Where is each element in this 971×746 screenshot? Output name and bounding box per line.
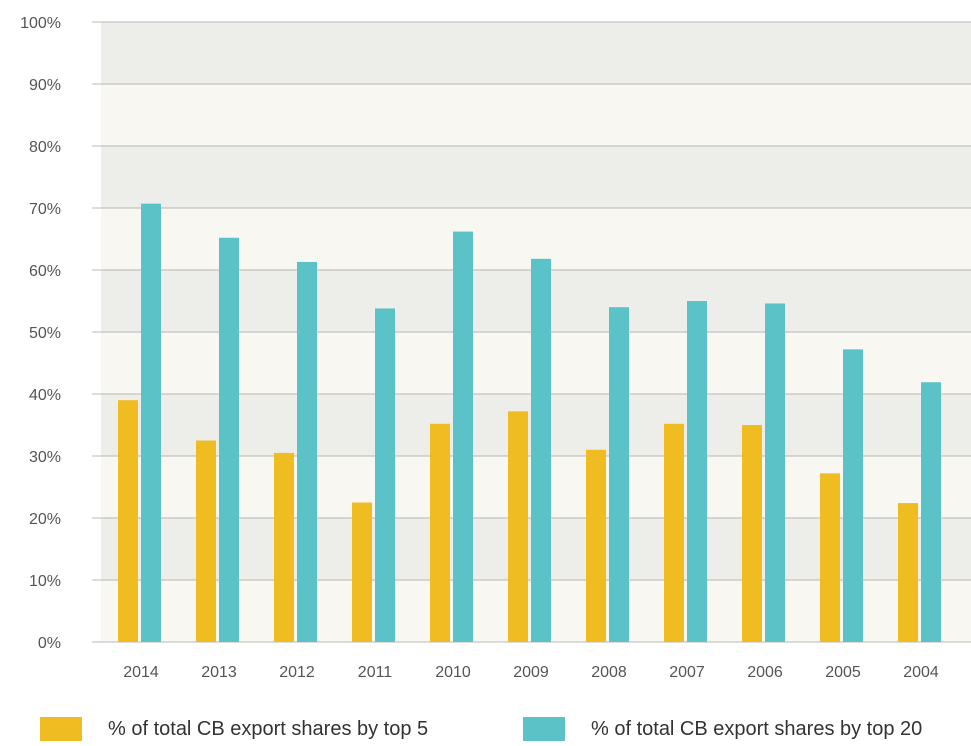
x-tick-label: 2007 <box>669 664 705 681</box>
bar-top20-2008 <box>609 307 629 642</box>
bar-top20-2010 <box>453 231 473 642</box>
y-tick-label: 40% <box>29 387 61 404</box>
y-tick-label: 20% <box>29 511 61 528</box>
legend-item-top20: % of total CB export shares by top 20 <box>523 712 922 746</box>
bar-top5-2013 <box>196 440 216 642</box>
legend: % of total CB export shares by top 5 % o… <box>0 712 971 746</box>
legend-label-top20: % of total CB export shares by top 20 <box>591 717 923 740</box>
x-tick-label: 2013 <box>201 664 237 681</box>
bar-top5-2007 <box>664 423 684 642</box>
x-axis: 2014 2013 2012 2011 2010 2009 2008 2007 2006 2005… <box>123 664 939 681</box>
bars <box>118 203 941 642</box>
y-tick-label: 50% <box>29 325 61 342</box>
bar-top5-2008 <box>586 449 606 642</box>
x-tick-label: 2010 <box>435 664 471 681</box>
y-tick-label: 90% <box>29 77 61 94</box>
bar-top20-2011 <box>375 308 395 642</box>
y-axis: 0% 10% 20% 30% 40% 50% 60% 70% 80% 90% 100% <box>20 15 61 652</box>
bar-top5-2011 <box>352 502 372 642</box>
y-tick-label: 80% <box>29 139 61 156</box>
plot-band <box>101 22 971 84</box>
bar-top20-2014 <box>141 203 161 642</box>
bar-top5-2004 <box>898 503 918 642</box>
y-tick-label: 60% <box>29 263 61 280</box>
x-tick-label: 2012 <box>279 664 315 681</box>
legend-label-top5: % of total CB export shares by top 5 <box>108 717 429 740</box>
bar-top5-2014 <box>118 400 138 642</box>
y-tick-label: 100% <box>20 15 61 32</box>
bar-top20-2012 <box>297 261 317 642</box>
x-tick-label: 2009 <box>513 664 549 681</box>
bar-top20-2005 <box>843 349 863 642</box>
x-tick-label: 2004 <box>903 664 939 681</box>
bar-top20-2009 <box>531 258 551 642</box>
bar-top20-2004 <box>921 382 941 642</box>
bar-top5-2006 <box>742 425 762 642</box>
bar-top5-2010 <box>430 423 450 642</box>
x-tick-label: 2011 <box>358 664 393 681</box>
bar-top5-2012 <box>274 452 294 642</box>
y-tick-label: 70% <box>29 201 61 218</box>
x-tick-label: 2008 <box>591 664 627 681</box>
bar-chart: 0%10%20%30%40%50%60%70%80%90%100% 2014 20… <box>20 15 971 681</box>
x-tick-label: 2005 <box>825 664 861 681</box>
y-tick-label: 10% <box>29 573 61 590</box>
legend-item-top5: % of total CB export shares by top 5 <box>40 712 428 746</box>
legend-swatch-top20 <box>523 717 565 741</box>
bar-top20-2006 <box>765 303 785 642</box>
bar-top5-2005 <box>820 473 840 642</box>
x-tick-label: 2014 <box>123 664 159 681</box>
bar-top20-2007 <box>687 301 707 642</box>
bar-top5-2009 <box>508 411 528 642</box>
legend-swatch-top5 <box>40 717 82 741</box>
bar-top20-2013 <box>219 237 239 642</box>
y-tick-label: 0% <box>38 635 61 652</box>
plot-band <box>101 146 971 208</box>
plot-band <box>101 84 971 146</box>
x-tick-label: 2006 <box>747 664 783 681</box>
y-tick-label: 30% <box>29 449 61 466</box>
